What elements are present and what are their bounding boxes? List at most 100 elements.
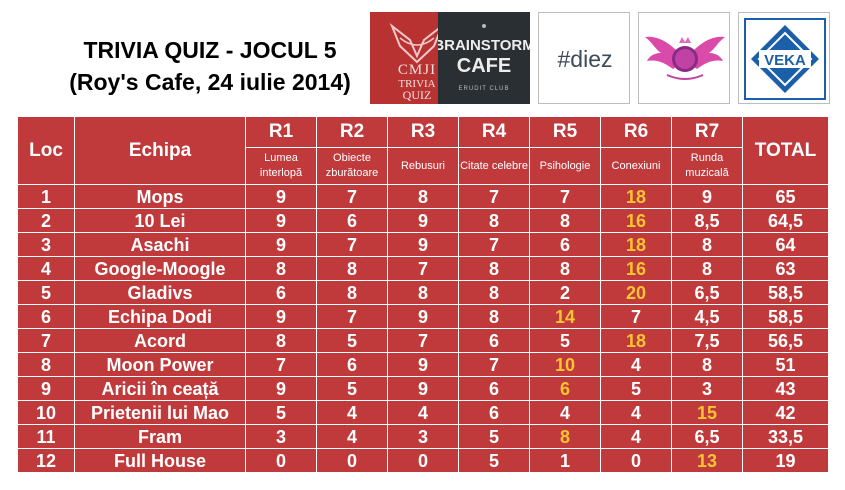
score-cell-r4: 5 (458, 424, 530, 449)
score-cell-r5: 2 (529, 280, 601, 305)
rank-cell: 3 (17, 232, 75, 257)
score-cell-r3: 8 (387, 280, 459, 305)
table-row: 6 Echipa Dodi 9 7 9 8 14 7 4,5 58,5 (17, 304, 829, 329)
diez-logo-text: #diez (558, 46, 613, 72)
total-cell: 43 (742, 376, 829, 401)
roys-cafe-logo (638, 12, 730, 104)
team-name-cell: Mops (74, 184, 246, 209)
score-cell-r3: 3 (387, 424, 459, 449)
score-cell-r5: 7 (529, 184, 601, 209)
score-cell-r4: 6 (458, 400, 530, 425)
header-echipa: Echipa (74, 116, 246, 185)
header-r1: R1 (245, 116, 317, 148)
header-r5: R5 (529, 116, 601, 148)
brainstorm-logo-tag: ERUDIT CLUB (459, 86, 510, 92)
score-cell-r1: 9 (245, 232, 317, 257)
diez-logo: #diez (538, 12, 630, 104)
total-cell: 64,5 (742, 208, 829, 233)
score-cell-r6: 5 (600, 376, 672, 401)
score-cell-r2: 7 (316, 304, 388, 329)
score-cell-r5: 8 (529, 424, 601, 449)
scores-table: Loc Echipa R1 R2 R3 R4 R5 R6 R7 TOTAL Lu… (17, 116, 829, 473)
score-cell-r6: 7 (600, 304, 672, 329)
roys-logo-graphic (645, 36, 725, 80)
quiz-title-line2: (Roy's Cafe, 24 iulie 2014) (69, 69, 351, 95)
score-cell-r4: 7 (458, 232, 530, 257)
score-cell-r2: 5 (316, 328, 388, 353)
total-cell: 33,5 (742, 424, 829, 449)
header-r7-name: Runda muzicală (671, 147, 743, 185)
brainstorm-logo-line2: CAFE (457, 55, 511, 77)
table-row: 8 Moon Power 7 6 9 7 10 4 8 51 (17, 352, 829, 377)
table-row: 1 Mops 9 7 8 7 7 18 9 65 (17, 184, 829, 209)
quiz-title: TRIVIA QUIZ - JOCUL 5 (Roy's Cafe, 24 iu… (40, 34, 380, 98)
rank-cell: 6 (17, 304, 75, 329)
score-cell-r5: 8 (529, 208, 601, 233)
score-cell-r7: 7,5 (671, 328, 743, 353)
diez-logo-graphic: #diez (558, 46, 613, 72)
score-cell-r5: 4 (529, 400, 601, 425)
total-cell: 64 (742, 232, 829, 257)
header-r3: R3 (387, 116, 459, 148)
team-name-cell: Google-Moogle (74, 256, 246, 281)
header-r3-name: Rebusuri (387, 147, 459, 185)
header-r2: R2 (316, 116, 388, 148)
score-cell-r6: 18 (600, 232, 672, 257)
score-cell-r7: 8,5 (671, 208, 743, 233)
score-cell-r7: 15 (671, 400, 743, 425)
score-cell-r7: 8 (671, 352, 743, 377)
score-cell-r6: 18 (600, 184, 672, 209)
score-cell-r4: 6 (458, 328, 530, 353)
score-cell-r5: 10 (529, 352, 601, 377)
total-cell: 51 (742, 352, 829, 377)
score-cell-r2: 8 (316, 256, 388, 281)
score-cell-r4: 6 (458, 376, 530, 401)
rank-cell: 1 (17, 184, 75, 209)
team-name-cell: Echipa Dodi (74, 304, 246, 329)
score-cell-r6: 20 (600, 280, 672, 305)
score-cell-r3: 0 (387, 448, 459, 473)
score-cell-r7: 8 (671, 256, 743, 281)
score-cell-r3: 9 (387, 304, 459, 329)
score-cell-r4: 8 (458, 208, 530, 233)
score-cell-r1: 8 (245, 328, 317, 353)
score-cell-r2: 7 (316, 184, 388, 209)
score-cell-r2: 5 (316, 376, 388, 401)
total-cell: 19 (742, 448, 829, 473)
table-row: 3 Asachi 9 7 9 7 6 18 8 64 (17, 232, 829, 257)
rank-cell: 8 (17, 352, 75, 377)
total-cell: 65 (742, 184, 829, 209)
score-cell-r3: 9 (387, 352, 459, 377)
table-row: 5 Gladivs 6 8 8 8 2 20 6,5 58,5 (17, 280, 829, 305)
score-cell-r1: 6 (245, 280, 317, 305)
table-row: 4 Google-Moogle 8 8 7 8 8 16 8 63 (17, 256, 829, 281)
total-cell: 58,5 (742, 280, 829, 305)
score-cell-r5: 6 (529, 376, 601, 401)
quiz-title-line1: TRIVIA QUIZ - JOCUL 5 (83, 37, 337, 63)
score-cell-r2: 0 (316, 448, 388, 473)
score-cell-r2: 6 (316, 352, 388, 377)
score-cell-r3: 8 (387, 184, 459, 209)
team-name-cell: Gladivs (74, 280, 246, 305)
header-total: TOTAL (742, 116, 829, 185)
score-cell-r7: 3 (671, 376, 743, 401)
table-row: 12 Full House 0 0 0 5 1 0 13 19 (17, 448, 829, 473)
score-cell-r1: 9 (245, 376, 317, 401)
score-cell-r6: 0 (600, 448, 672, 473)
score-cell-r7: 9 (671, 184, 743, 209)
score-cell-r1: 9 (245, 184, 317, 209)
score-cell-r3: 9 (387, 232, 459, 257)
score-cell-r1: 0 (245, 448, 317, 473)
rank-cell: 9 (17, 376, 75, 401)
header-r6-name: Conexiuni (600, 147, 672, 185)
cmji-logo-graphic: CMJI TRIVIA QUIZ (389, 22, 445, 102)
score-cell-r7: 6,5 (671, 424, 743, 449)
score-cell-r6: 16 (600, 256, 672, 281)
header-r1-name: Lumea interlopă (245, 147, 317, 185)
header-loc: Loc (17, 116, 75, 185)
total-cell: 42 (742, 400, 829, 425)
veka-logo-graphic: VEKA (744, 18, 826, 100)
header-r2-name: Obiecte zburătoare (316, 147, 388, 185)
table-row: 2 10 Lei 9 6 9 8 8 16 8,5 64,5 (17, 208, 829, 233)
table-row: 7 Acord 8 5 7 6 5 18 7,5 56,5 (17, 328, 829, 353)
